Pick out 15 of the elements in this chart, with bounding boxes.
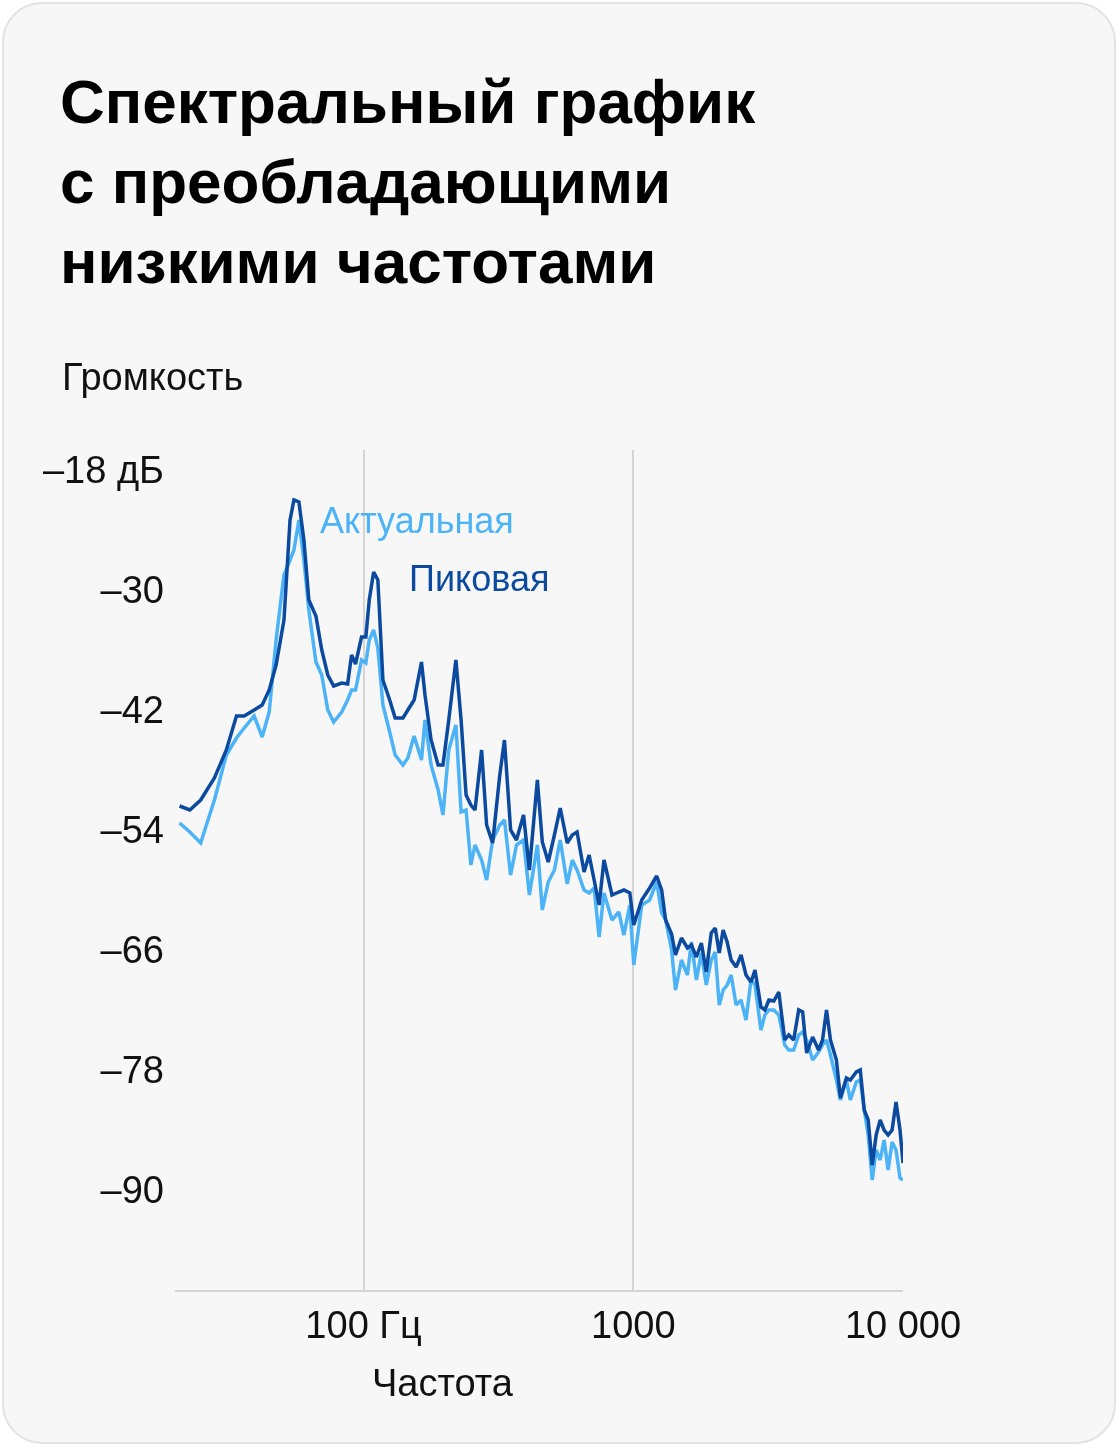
y-tick-label: –18 дБ xyxy=(42,449,164,492)
y-tick-label: –30 xyxy=(100,569,164,612)
chart-title: Спектральный график с преобладающими низкими частотами xyxy=(60,66,757,298)
y-tick-label: –78 xyxy=(100,1049,164,1092)
y-tick-label: –54 xyxy=(100,809,164,852)
x-tick-label: 100 Гц xyxy=(305,1303,422,1346)
y-tick-label: –42 xyxy=(100,689,164,732)
x-axis-title: Частота xyxy=(372,1362,514,1404)
x-tick-label: 1000 xyxy=(591,1303,676,1346)
series-label: Актуальная xyxy=(320,500,514,541)
y-axis-title: Громкость xyxy=(62,356,244,398)
y-tick-label: –90 xyxy=(100,1169,164,1212)
y-tick-label: –66 xyxy=(100,929,164,972)
x-tick-label: 10 000 xyxy=(844,1303,962,1346)
series-label: Пиковая xyxy=(409,558,550,599)
